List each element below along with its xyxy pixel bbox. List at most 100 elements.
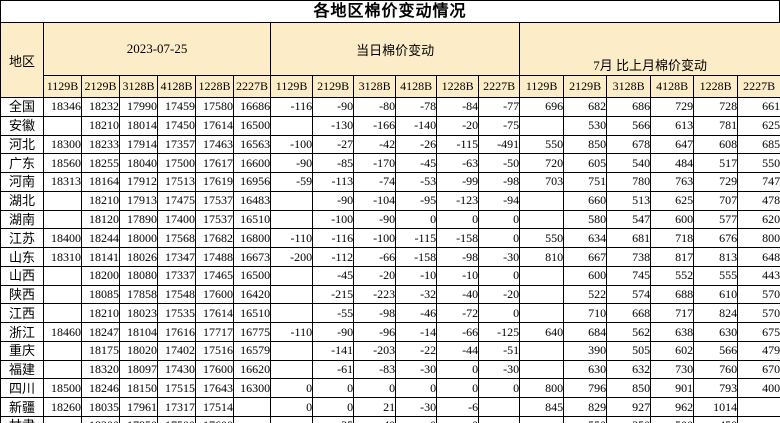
monthly-change-cell: 730 xyxy=(650,359,695,380)
daily-change-cell: -95 xyxy=(395,190,438,211)
price-cell: 17990 xyxy=(119,97,158,117)
monthly-change-cell: 717 xyxy=(650,303,695,324)
price-cell xyxy=(43,284,82,305)
daily-change-cell: -77 xyxy=(478,97,521,117)
price-cell: 18255 xyxy=(81,153,120,174)
daily-change-cell: -53 xyxy=(395,172,438,192)
price-cell: 18040 xyxy=(119,153,158,174)
monthly-change-cell: 793 xyxy=(693,378,739,399)
monthly-change-cell: 661 xyxy=(737,97,780,117)
region-cell: 河北 xyxy=(0,134,44,155)
daily-change-cell: 0 xyxy=(436,378,480,399)
daily-change-cell: -46 xyxy=(395,303,438,324)
daily-change-cell: -40 xyxy=(436,284,480,305)
monthly-change-cell: 550 xyxy=(519,134,565,155)
daily-change-cell: -100 xyxy=(312,209,355,230)
monthly-change-cell: 602 xyxy=(650,340,695,361)
price-cell: 16300 xyxy=(232,378,272,399)
price-cell: 17463 xyxy=(195,134,234,155)
daily-change-cell: 0 xyxy=(478,209,521,230)
monthly-change-cell: 547 xyxy=(606,209,652,230)
price-cell: 17515 xyxy=(157,378,196,399)
daily-change-cell: -112 xyxy=(312,247,355,267)
monthly-change-cell: 540 xyxy=(606,153,652,174)
monthly-change-cell: 845 xyxy=(519,397,565,418)
monthly-change-cell: 829 xyxy=(563,397,608,418)
price-cell: 18244 xyxy=(81,228,120,249)
monthly-change-cell: 710 xyxy=(563,303,608,324)
price-cell: 17600 xyxy=(195,284,234,305)
daily-change-cell: -66 xyxy=(353,247,397,267)
monthly-change-cell: 696 xyxy=(519,97,565,117)
table-row: 江苏 18400 18244 18000 17568 17682 16800 -110 -116… xyxy=(0,228,780,249)
price-cell xyxy=(43,340,82,361)
price-cell: 16600 xyxy=(232,153,272,174)
monthly-change-cell: 570 xyxy=(737,284,780,305)
monthly-change-cell: 574 xyxy=(606,284,652,305)
price-cell: 18320 xyxy=(81,359,120,380)
price-cell: 18210 xyxy=(81,303,120,324)
monthly-change-cell: 685 xyxy=(737,134,780,155)
monthly-change-cell: 901 xyxy=(650,378,695,399)
daily-change-cell xyxy=(270,284,314,305)
daily-change-cell: -75 xyxy=(478,115,521,136)
monthly-change-cell: 780 xyxy=(606,172,652,192)
price-cell: 18080 xyxy=(119,265,158,286)
price-cell: 18313 xyxy=(43,172,82,192)
daily-change-cell: 0 xyxy=(270,397,314,418)
daily-change-cell xyxy=(270,190,314,211)
daily-change-cell: 0 xyxy=(395,416,438,423)
monthly-change-cell: 927 xyxy=(606,397,652,418)
price-cell: 17357 xyxy=(157,134,196,155)
price-cell: 18104 xyxy=(119,322,158,342)
price-cell: 17600 xyxy=(195,359,234,380)
monthly-change-cell: 479 xyxy=(737,340,780,361)
daily-change-cell: -99 xyxy=(436,172,480,192)
price-cell: 16500 xyxy=(232,115,272,136)
price-cell: 16620 xyxy=(232,359,272,380)
daily-change-cell: -30 xyxy=(395,359,438,380)
monthly-change-cell: 610 xyxy=(693,284,739,305)
price-cell: 17600 xyxy=(195,416,234,423)
price-cell: 16775 xyxy=(232,322,272,342)
price-cell: 17616 xyxy=(157,322,196,342)
monthly-change-cell: 667 xyxy=(563,247,608,267)
price-cell: 17513 xyxy=(157,172,196,192)
region-cell: 重庆 xyxy=(0,340,44,361)
grade-header: 4128B xyxy=(650,75,695,98)
price-cell: 17535 xyxy=(157,303,196,324)
monthly-change-cell: 817 xyxy=(650,247,695,267)
grade-header: 1228B xyxy=(693,75,739,98)
price-cell: 16510 xyxy=(232,209,272,230)
table-row: 河北 18300 18233 17914 17357 17463 16563 -100 -27-… xyxy=(0,134,780,155)
price-cell: 18000 xyxy=(119,228,158,249)
monthly-change-cell: 600 xyxy=(563,265,608,286)
monthly-change-cell: 682 xyxy=(563,97,608,117)
daily-change-cell: -158 xyxy=(436,228,480,249)
monthly-change-cell: 668 xyxy=(606,303,652,324)
monthly-change-cell: 729 xyxy=(693,172,739,192)
price-cell: 18164 xyxy=(81,172,120,192)
price-cell: 18346 xyxy=(43,97,82,117)
table-row: 广东 18560 18255 18040 17500 17617 16600 -90 -85 -1… xyxy=(0,153,780,174)
price-cell: 16800 xyxy=(232,228,272,249)
price-cell: 17614 xyxy=(195,115,234,136)
price-cell xyxy=(232,416,272,423)
daily-change-cell: -98 xyxy=(353,303,397,324)
price-cell: 18246 xyxy=(81,378,120,399)
monthly-change-cell: 625 xyxy=(650,190,695,211)
daily-change-cell xyxy=(270,115,314,136)
group-header-date: 2023-07-25 xyxy=(42,22,272,76)
monthly-change-cell: 550 xyxy=(737,153,780,174)
daily-change-cell xyxy=(270,359,314,380)
monthly-change-cell: 530 xyxy=(563,115,608,136)
monthly-change-cell: 500 xyxy=(650,416,695,423)
daily-change-cell: 0 xyxy=(312,397,355,418)
monthly-change-cell: 630 xyxy=(693,322,739,342)
daily-change-cell: -83 xyxy=(353,359,397,380)
monthly-change-cell: 555 xyxy=(693,265,739,286)
daily-change-cell: -6 xyxy=(436,397,480,418)
region-cell: 安徽 xyxy=(0,115,44,136)
region-cell: 山东 xyxy=(0,247,44,267)
monthly-change-cell: 720 xyxy=(519,153,565,174)
